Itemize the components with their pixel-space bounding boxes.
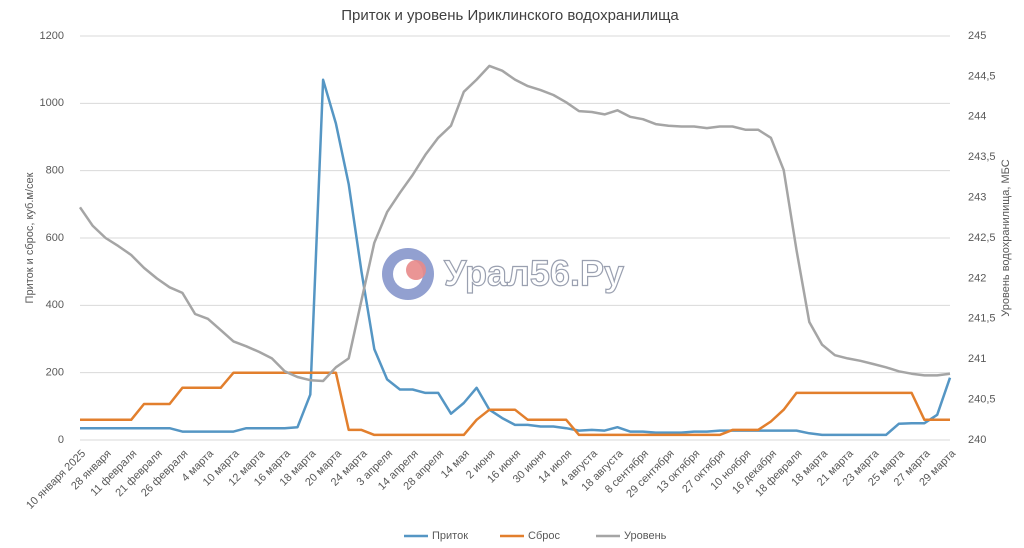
y2-tick-label: 244 bbox=[968, 111, 986, 123]
y2-tick-label: 241,5 bbox=[968, 313, 996, 325]
y2-axis-label: Уровень водохранилища, МБС bbox=[1000, 159, 1012, 316]
watermark-logo-dot bbox=[406, 260, 426, 280]
y-tick-label: 200 bbox=[46, 367, 64, 379]
y-tick-label: 600 bbox=[46, 232, 64, 244]
y-tick-label: 0 bbox=[58, 434, 64, 446]
y2-tick-label: 244,5 bbox=[968, 70, 996, 82]
watermark: Урал56.Ру bbox=[444, 253, 624, 294]
series-line bbox=[78, 64, 951, 383]
y2-tick-label: 240,5 bbox=[968, 394, 996, 406]
y2-tick-label: 242,5 bbox=[968, 232, 996, 244]
y-tick-label: 400 bbox=[46, 299, 64, 311]
chart-title: Приток и уровень Ириклинского водохранил… bbox=[341, 7, 679, 24]
y2-tick-label: 243 bbox=[968, 192, 986, 204]
y2-tick-label: 242 bbox=[968, 272, 986, 284]
y-tick-label: 1200 bbox=[40, 30, 64, 42]
y-tick-label: 800 bbox=[46, 165, 64, 177]
series-line bbox=[80, 78, 952, 437]
y2-tick-label: 245 bbox=[968, 30, 986, 42]
y-axis-label: Приток и сброс, куб.м/сек bbox=[24, 172, 36, 303]
y2-tick-label: 241 bbox=[968, 353, 986, 365]
y2-tick-label: 240 bbox=[968, 434, 986, 446]
y2-tick-label: 243,5 bbox=[968, 151, 996, 163]
legend-label: Приток bbox=[432, 530, 468, 542]
y-tick-label: 1000 bbox=[40, 97, 64, 109]
legend-label: Сброс bbox=[528, 530, 560, 542]
legend-label: Уровень bbox=[624, 530, 667, 542]
series-line bbox=[80, 371, 950, 437]
